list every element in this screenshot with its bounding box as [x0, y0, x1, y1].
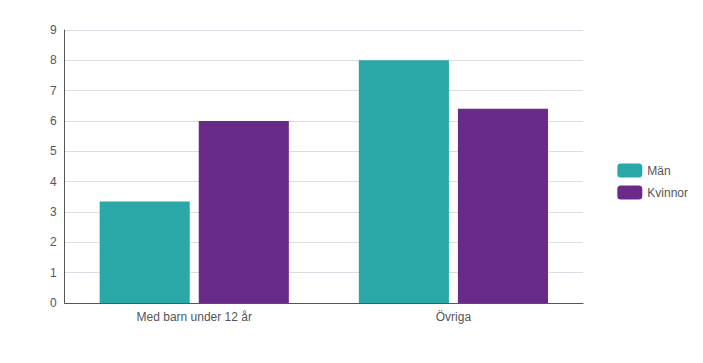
svg-text:8: 8	[50, 53, 57, 67]
svg-text:Med barn under 12 år: Med barn under 12 år	[137, 310, 252, 324]
svg-text:Övriga: Övriga	[436, 310, 472, 324]
svg-text:1: 1	[50, 266, 57, 280]
svg-text:2: 2	[50, 235, 57, 249]
svg-text:0: 0	[50, 296, 57, 310]
svg-text:5: 5	[50, 144, 57, 158]
svg-text:4: 4	[50, 175, 57, 189]
svg-text:7: 7	[50, 84, 57, 98]
svg-text:6: 6	[50, 114, 57, 128]
svg-text:Kvinnor: Kvinnor	[647, 186, 688, 200]
svg-text:Män: Män	[647, 164, 670, 178]
svg-text:3: 3	[50, 205, 57, 219]
svg-text:9: 9	[50, 23, 57, 37]
